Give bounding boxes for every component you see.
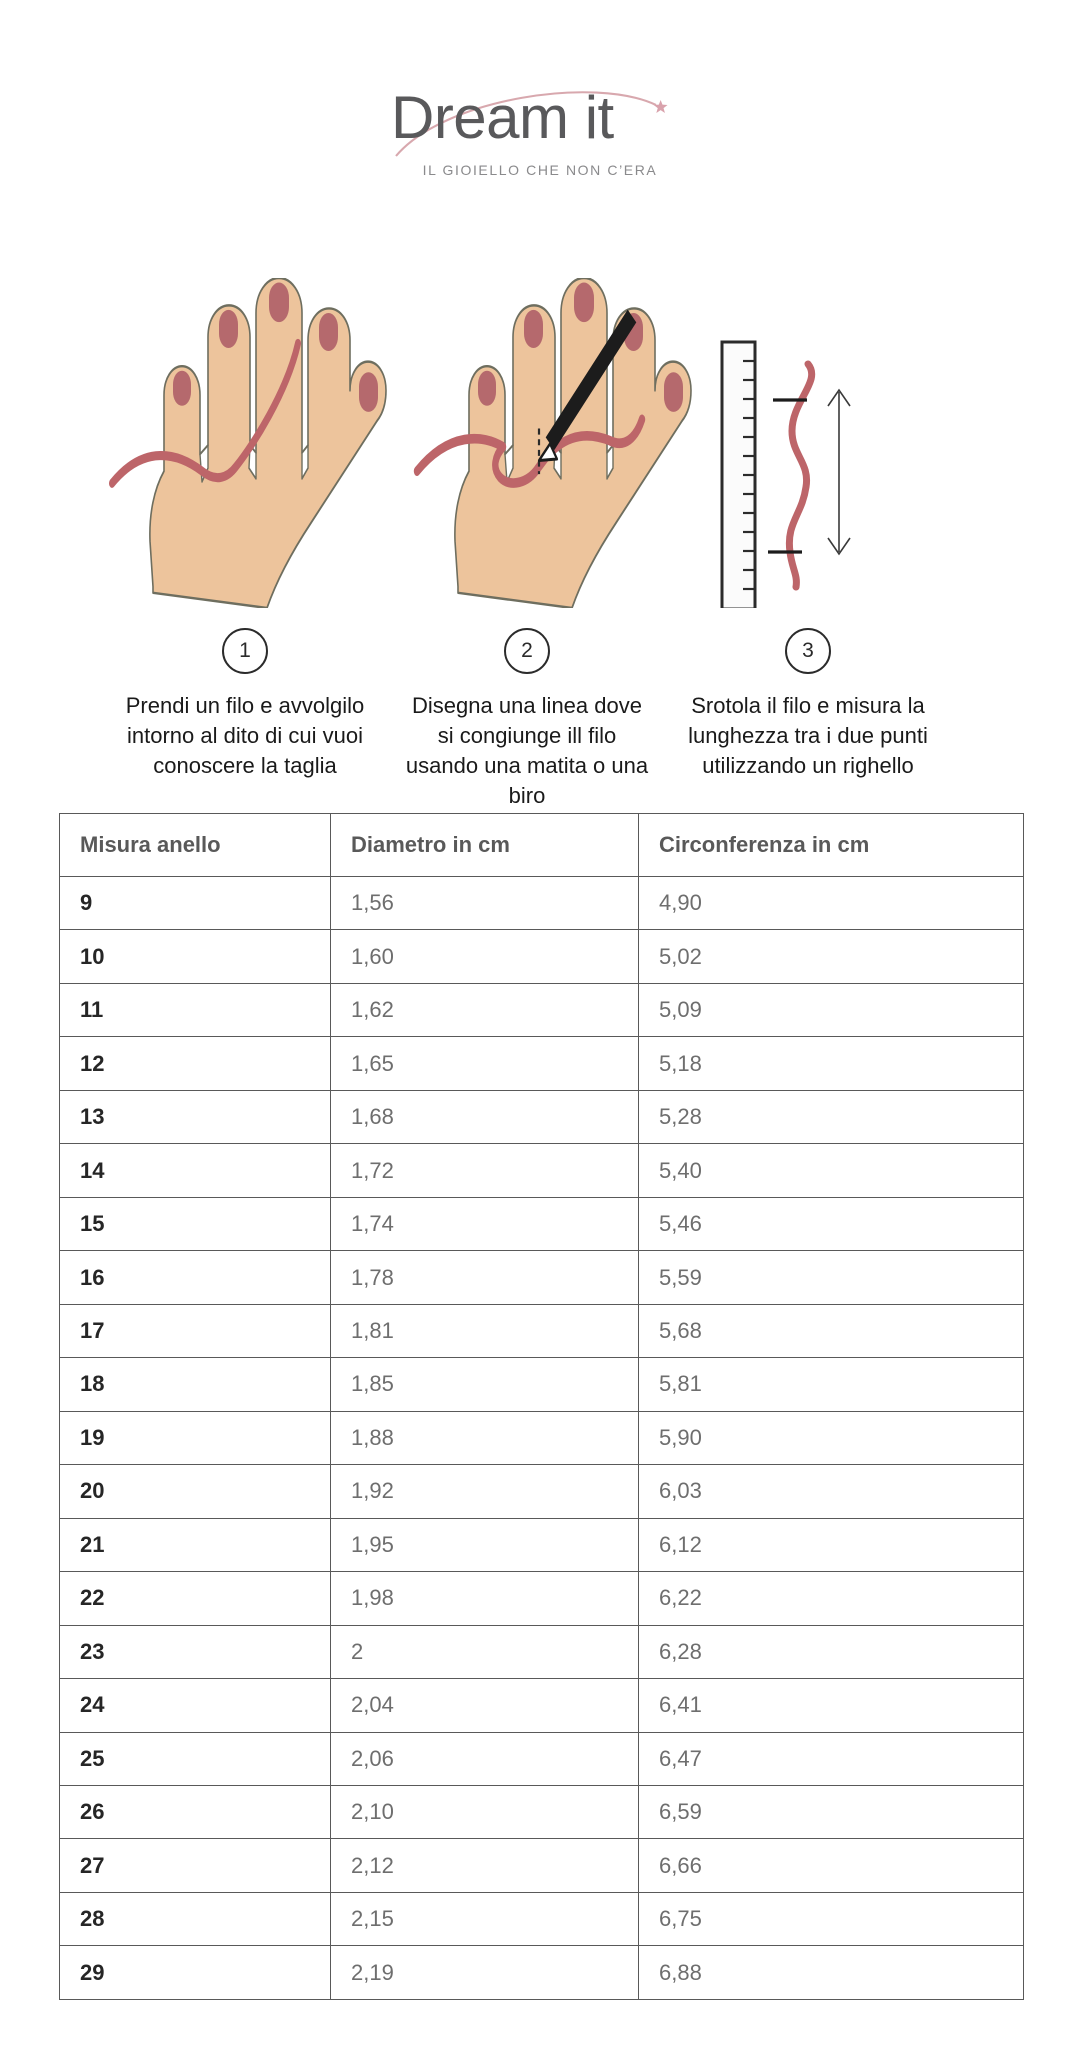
svg-text:Dream it: Dream it [391, 84, 615, 151]
